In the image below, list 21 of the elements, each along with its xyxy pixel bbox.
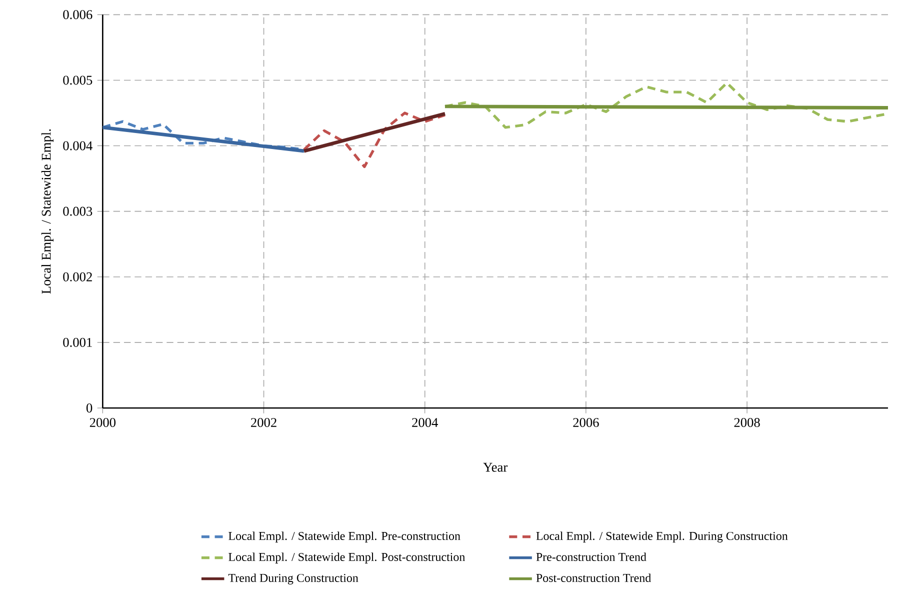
y-axis-title: Local Empl. / Statewide Empl. (41, 129, 54, 294)
legend-label: Local Empl. / Statewide Empl. Pre-construction (228, 532, 460, 542)
y-tick-label: 0.003 (63, 206, 92, 216)
y-tick-label: 0.006 (63, 10, 92, 20)
x-tick-label: 2008 (734, 418, 760, 428)
legend-label: Local Empl. / Statewide Empl. Post-construction (228, 552, 466, 564)
x-tick-label: 2006 (573, 418, 599, 428)
legend-label: Pre-construction Trend (536, 552, 646, 562)
y-tick-label: 0 (86, 403, 92, 412)
y-tick-label: 0.005 (63, 76, 92, 85)
legend-label: Local Empl. / Statewide Empl. During Construction (536, 532, 788, 543)
x-tick-label: 2004 (412, 418, 438, 428)
legend-label: Post-construction Trend (536, 574, 652, 582)
x-tick-label: 2002 (251, 418, 276, 428)
y-tick-label: 0.002 (63, 272, 92, 282)
x-tick-label: 2000 (90, 418, 116, 428)
y-tick-label: 0.001 (63, 338, 92, 347)
legend-label: Trend During Construction (228, 574, 358, 584)
line-series (302, 112, 446, 168)
x-axis-title: Year (483, 462, 508, 472)
y-tick-label: 0.004 (63, 141, 92, 150)
